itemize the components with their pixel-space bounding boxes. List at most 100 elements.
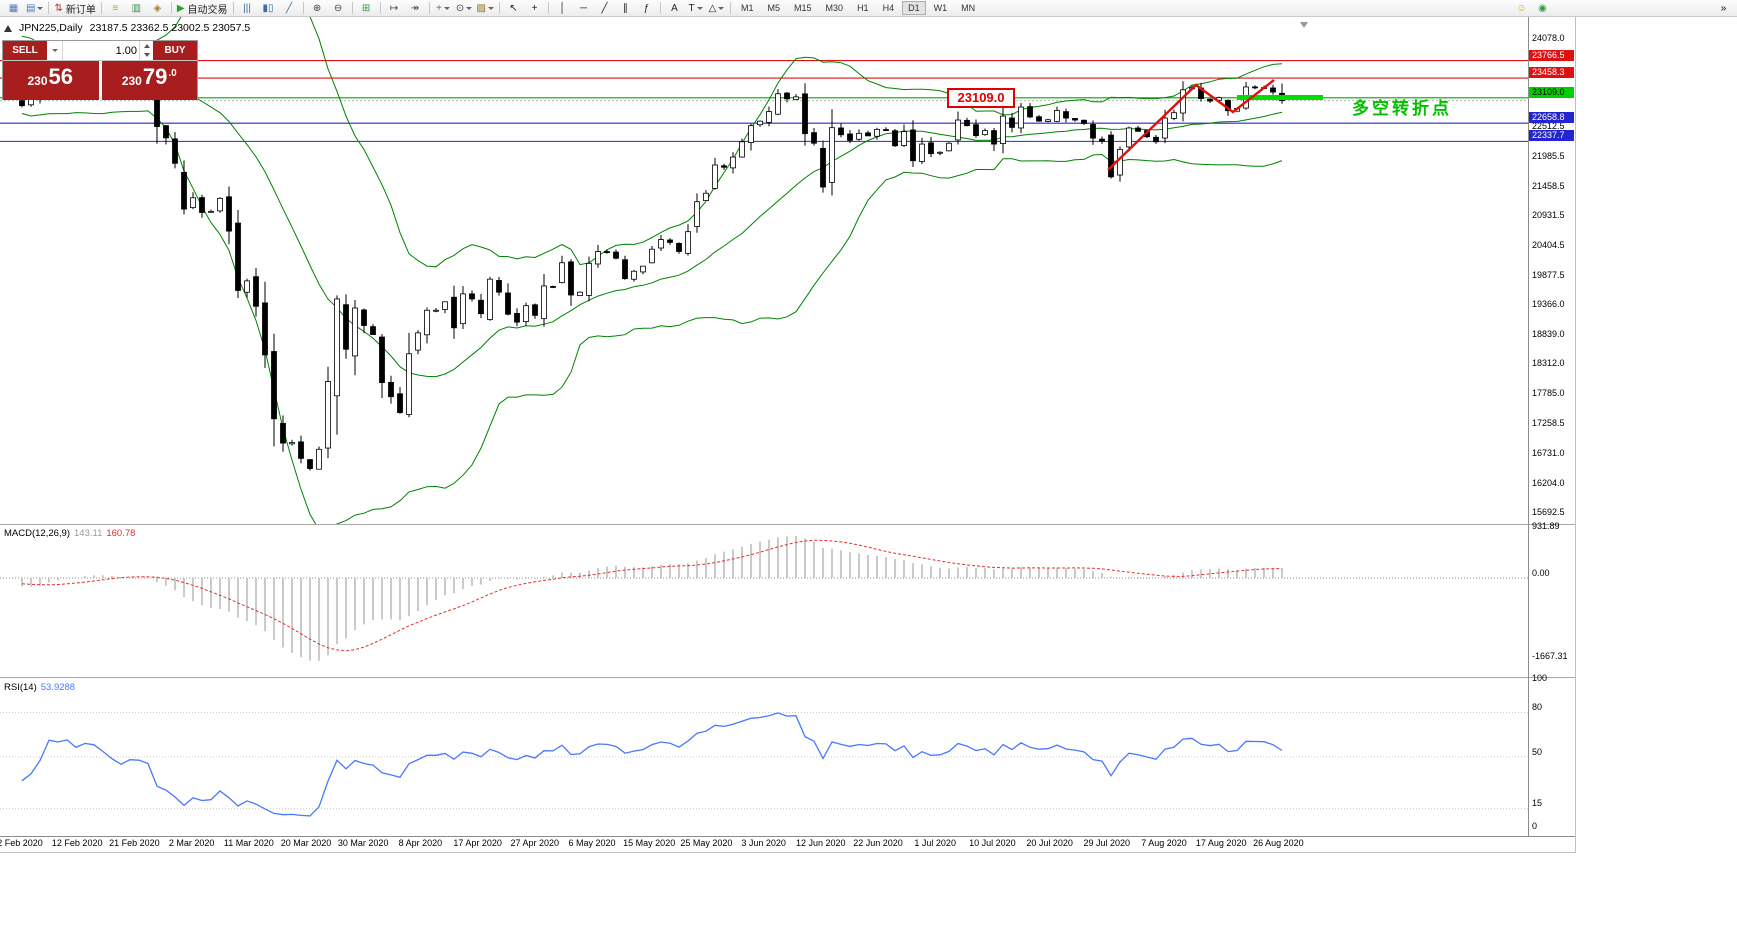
new-chart-button[interactable]: ▦: [3, 1, 24, 16]
autotrading-icon: ▶: [176, 2, 185, 14]
autotrading-label: 自动交易: [187, 4, 228, 16]
profiles-icon: ▤: [26, 2, 36, 14]
highlight-line[interactable]: [1237, 95, 1323, 100]
price-tick: 18312.0: [1532, 358, 1565, 369]
volume-dropdown[interactable]: [47, 41, 63, 60]
date-axis[interactable]: 2 Feb 2020 12 Feb 2020 21 Feb 2020 2 Mar 20…: [0, 838, 1528, 851]
date-tick: 20 Mar 2020: [280, 838, 332, 848]
buy-label[interactable]: BUY: [153, 41, 197, 60]
price-tick: 21985.5: [1532, 150, 1565, 161]
toolbar-separator: [302, 2, 304, 14]
toolbar-separator: [48, 2, 50, 14]
tile-windows-button[interactable]: ⊞: [356, 1, 377, 16]
sell-label[interactable]: SELL: [3, 41, 47, 60]
indicators-button[interactable]: +: [433, 1, 454, 16]
panel-splitter-macd[interactable]: [0, 524, 1575, 528]
toolbar-separator: [100, 2, 102, 14]
timeframe-m1-button[interactable]: M1: [741, 3, 754, 13]
price-annotation-box[interactable]: 23109.0: [947, 88, 1015, 108]
timeframe-h4-button[interactable]: H4: [882, 3, 895, 13]
chevron-down-icon: [466, 6, 473, 10]
cursor-button[interactable]: ↖: [503, 1, 524, 16]
timeframe-d1-button[interactable]: D1: [902, 1, 926, 15]
community-icon: ☺: [1516, 2, 1527, 14]
toolbar-separator: [548, 2, 549, 14]
community-button[interactable]: ☺: [1511, 1, 1532, 16]
text-icon: A: [671, 2, 678, 14]
text-label-button[interactable]: T: [685, 1, 706, 16]
cursor-icon: ↖: [509, 2, 518, 14]
date-tick: 8 Apr 2020: [398, 838, 443, 848]
timeframe-m30-button[interactable]: M30: [825, 3, 844, 13]
price-line-badge: 22337.7: [1529, 130, 1574, 142]
autotrading-button[interactable]: ▶ 自动交易: [175, 1, 230, 16]
chart-window-bottom-border: [0, 852, 1576, 853]
date-tick: 15 May 2020: [623, 838, 676, 848]
date-tick: 27 Apr 2020: [510, 838, 560, 848]
date-tick: 22 Jun 2020: [853, 838, 903, 848]
arrows-button[interactable]: △: [706, 1, 727, 16]
toolbar-separator: [232, 2, 234, 14]
rsi-line: [21, 712, 1283, 817]
timeframe-m5-button[interactable]: M5: [767, 3, 781, 13]
user-drawings[interactable]: [1107, 79, 1323, 171]
price-tick: 19366.0: [1532, 298, 1565, 309]
data-window-icon: ▥: [131, 2, 142, 14]
equidistant-channel-button[interactable]: ∥: [615, 1, 636, 16]
timeframe-h1-button[interactable]: H1: [857, 3, 869, 13]
date-tick: 3 Jun 2020: [741, 838, 786, 848]
horizontal-line-button[interactable]: ─: [573, 1, 594, 16]
bar-chart-mode-button[interactable]: |||: [237, 1, 258, 16]
auto-scroll-button[interactable]: ↦: [384, 1, 405, 16]
periods-button[interactable]: ⊙: [454, 1, 475, 16]
price-tick: 80: [1532, 702, 1543, 713]
zoom-in-icon: ⊕: [312, 2, 322, 14]
chart-window-right-border: [1575, 17, 1576, 852]
chart-plot-area[interactable]: [0, 0, 1575, 852]
chevron-down-icon: [696, 6, 703, 10]
fibonacci-button[interactable]: ƒ: [636, 1, 657, 16]
sell-button[interactable]: 230 56: [3, 61, 99, 100]
chart-shift-button[interactable]: ↠: [405, 1, 426, 16]
panel-splitter-rsi[interactable]: [0, 677, 1575, 681]
trend-zigzag-line[interactable]: [1107, 79, 1275, 171]
date-tick: 29 Jul 2020: [1083, 838, 1131, 848]
turning-point-label[interactable]: 多空转折点: [1352, 99, 1452, 118]
tile-windows-icon: ⊞: [361, 2, 371, 14]
volume-up-button[interactable]: [140, 41, 153, 51]
volume-input[interactable]: [63, 41, 139, 60]
crosshair-button[interactable]: +: [524, 1, 545, 16]
trendline-button[interactable]: ╱: [594, 1, 615, 16]
templates-button[interactable]: ▨: [475, 1, 496, 16]
date-tick: 11 Mar 2020: [223, 838, 274, 848]
zoom-in-button[interactable]: ⊕: [307, 1, 328, 16]
panel-divider: [98, 61, 102, 100]
timeframe-w1-button[interactable]: W1: [933, 3, 948, 13]
navigator-button[interactable]: ◈: [147, 1, 168, 16]
volume-down-button[interactable]: [140, 51, 153, 61]
buy-button[interactable]: 230 79.0: [101, 61, 197, 100]
timeframe-mn-button[interactable]: MN: [961, 3, 976, 13]
new-order-button[interactable]: ⇅ 新订单: [52, 1, 97, 16]
price-line-badge: 23766.5: [1529, 49, 1574, 61]
vertical-line-icon: │: [559, 2, 566, 14]
indicators-icon: +: [436, 2, 442, 14]
market-watch-button[interactable]: ≡: [105, 1, 126, 16]
vertical-line-button[interactable]: │: [552, 1, 573, 16]
profiles-button[interactable]: ▤: [24, 1, 45, 16]
price-axis[interactable]: 24078.0 22512.5 21985.5 21458.5 20931.5 20404…: [1529, 17, 1575, 836]
date-tick: 12 Jun 2020: [796, 838, 846, 848]
data-window-button[interactable]: ▥: [126, 1, 147, 16]
timeframe-m15-button[interactable]: M15: [794, 3, 812, 13]
chat-button[interactable]: ◉: [1532, 1, 1553, 16]
line-chart-mode-button[interactable]: ╱: [279, 1, 300, 16]
toolbar-overflow-button[interactable]: »: [1720, 2, 1727, 14]
main-chart-layer: [0, 17, 1528, 524]
text-button[interactable]: A: [664, 1, 685, 16]
chart-shift-marker[interactable]: [1300, 22, 1308, 28]
chevron-up-icon: [143, 43, 150, 48]
candlestick-mode-button[interactable]: ▮▯: [258, 1, 279, 16]
rsi-layer: [0, 712, 1528, 817]
zoom-out-button[interactable]: ⊖: [328, 1, 349, 16]
date-tick: 1 Jul 2020: [914, 838, 956, 848]
